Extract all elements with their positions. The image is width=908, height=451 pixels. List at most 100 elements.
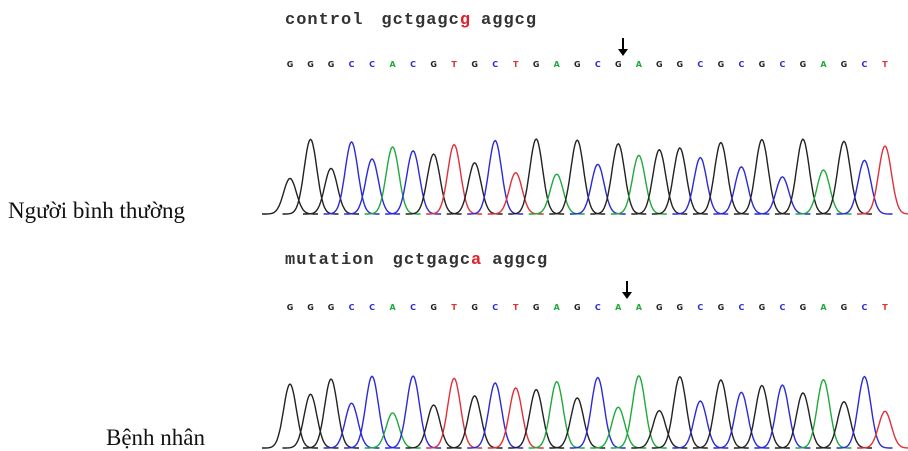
base-call: C: [862, 60, 868, 69]
trace-peak: [693, 380, 749, 448]
base-call: A: [554, 303, 561, 312]
variant-base: a: [471, 251, 482, 270]
trace-peak: [775, 393, 831, 448]
base-call: G: [656, 60, 663, 69]
trace-peak: [713, 392, 769, 448]
trace-peak: [611, 155, 667, 214]
trace-peak: [734, 386, 790, 449]
base-call: G: [841, 303, 848, 312]
base-call: C: [492, 303, 498, 312]
base-call: C: [738, 60, 744, 69]
base-call: C: [697, 60, 703, 69]
base-call: G: [615, 60, 622, 69]
base-call: C: [697, 303, 703, 312]
base-call: G: [307, 303, 314, 312]
base-call: G: [430, 303, 437, 312]
arrow: [622, 281, 632, 299]
panel-label: Bệnh nhân: [106, 425, 206, 450]
variant-base: g: [460, 11, 471, 30]
trace-peak: [857, 411, 908, 448]
trace-peak: [365, 147, 421, 214]
trace-peak: [816, 402, 872, 448]
base-call: G: [574, 60, 581, 69]
base-call: A: [820, 303, 827, 312]
trace-peak: [754, 177, 810, 214]
base-call: G: [718, 303, 725, 312]
figure: Người bình thường Bệnh nhân controlgctga…: [0, 0, 908, 451]
base-call: A: [615, 303, 622, 312]
base-call: G: [677, 60, 684, 69]
trace-peak: [488, 388, 544, 448]
base-call: T: [882, 303, 888, 312]
base-call: A: [636, 60, 643, 69]
base-call: A: [389, 60, 396, 69]
trace-peak: [426, 378, 482, 448]
trace-peak: [447, 163, 503, 214]
base-call: G: [677, 303, 684, 312]
trace-peak: [262, 384, 318, 448]
trace-peak: [713, 167, 769, 214]
trace-peak: [590, 144, 646, 214]
trace-peak: [837, 160, 893, 214]
base-call: C: [595, 303, 601, 312]
sequence: gctgagc: [381, 11, 459, 30]
base-call: C: [738, 303, 744, 312]
base-call: C: [369, 60, 375, 69]
base-call: C: [349, 303, 355, 312]
arrow: [618, 38, 628, 56]
base-call: A: [389, 303, 396, 312]
sequence: gctgagc: [393, 251, 471, 270]
base-call: G: [533, 60, 540, 69]
trace-peak: [283, 394, 339, 448]
trace-peak: [406, 405, 462, 448]
base-call: G: [430, 60, 437, 69]
base-call: C: [369, 303, 375, 312]
base-call: G: [800, 303, 807, 312]
base-call: G: [471, 60, 478, 69]
trace-peak: [324, 142, 380, 214]
sequence: aggcg: [481, 11, 537, 30]
base-call: G: [759, 303, 766, 312]
trace-peak: [467, 383, 523, 448]
trace-peak: [590, 407, 646, 448]
base-call: C: [862, 303, 868, 312]
trace-peak: [488, 173, 544, 214]
trace-peak: [549, 398, 605, 448]
base-call: G: [574, 303, 581, 312]
base-call: A: [636, 303, 643, 312]
trace-peak: [672, 158, 728, 214]
trace-peak: [693, 143, 749, 215]
panel-label: Người bình thường: [8, 198, 186, 223]
base-call: C: [349, 60, 355, 69]
trace-peak: [344, 159, 400, 214]
base-call: C: [492, 60, 498, 69]
base-call: T: [451, 60, 457, 69]
trace-peak: [365, 413, 421, 448]
trace-peak: [385, 151, 441, 214]
trace-peak: [385, 376, 441, 448]
base-call: C: [779, 303, 785, 312]
base-call: T: [513, 303, 519, 312]
trace-peak: [324, 403, 380, 448]
trace-peak: [467, 141, 523, 215]
base-call: T: [882, 60, 888, 69]
base-call: T: [451, 303, 457, 312]
trace-peak: [303, 168, 359, 214]
trace-peak: [857, 146, 908, 214]
sequence: aggcg: [492, 251, 548, 270]
base-call: G: [759, 60, 766, 69]
trace-peak: [344, 376, 400, 448]
base-call: A: [554, 60, 561, 69]
trace-peak: [570, 378, 626, 449]
base-call: C: [410, 60, 416, 69]
trace-peak: [652, 377, 708, 448]
base-call: C: [779, 60, 785, 69]
trace-peak: [570, 164, 626, 214]
base-call: T: [513, 60, 519, 69]
base-call: G: [533, 303, 540, 312]
trace-peak: [262, 178, 318, 214]
base-call: G: [328, 303, 335, 312]
base-call: G: [328, 60, 335, 69]
